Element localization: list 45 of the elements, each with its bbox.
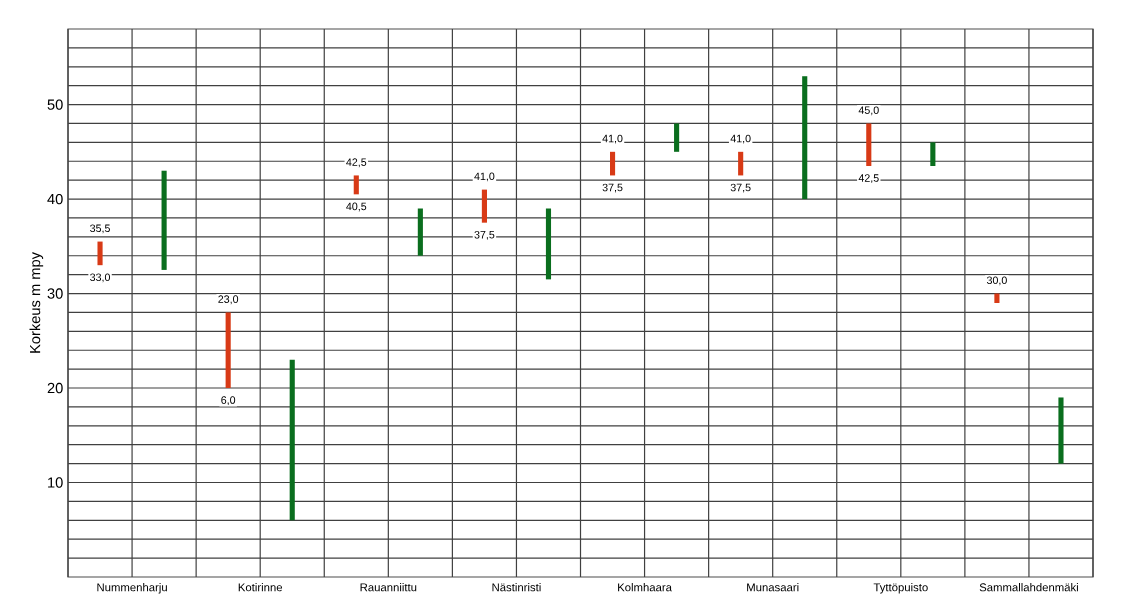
bar (161, 170, 167, 270)
annotation: 41,0 (474, 172, 495, 182)
annotation: 42,5 (858, 174, 879, 184)
x-tick-label: Nästinristi (492, 583, 541, 592)
bar (353, 175, 359, 195)
annotation: 33,0 (90, 273, 111, 283)
bar (289, 359, 295, 521)
x-tick-label: Kolmhaara (618, 583, 672, 592)
annotation: 30,0 (986, 276, 1007, 286)
bar (802, 76, 808, 200)
x-tick-label: Rauanniittu (360, 583, 417, 592)
bar (481, 189, 487, 223)
bar (609, 151, 616, 176)
bar (994, 293, 1000, 303)
annotation: 42,5 (346, 158, 367, 168)
x-tick-label: Nummenharju (97, 583, 167, 594)
y-tick-label: 30 (47, 288, 63, 299)
annotation: 40,5 (346, 202, 367, 212)
annotation: 41,0 (602, 134, 623, 144)
bar (97, 241, 103, 266)
bar (866, 123, 872, 166)
annotation: 37,5 (602, 183, 623, 193)
annotation: 6,0 (221, 396, 236, 406)
x-tick-label: Kotirinne (238, 583, 283, 592)
bar (545, 208, 552, 280)
annotation: 41,0 (730, 134, 751, 144)
x-tick-label: Tyttöpuisto (873, 583, 928, 594)
y-tick-label: 20 (47, 382, 63, 394)
bar (1058, 397, 1064, 464)
x-tick-label: Munasaari (747, 583, 799, 592)
y-tick-label: 40 (47, 193, 63, 205)
annotation: 37,5 (730, 183, 751, 193)
y-tick-label: 50 (47, 99, 63, 110)
y-tick-label: 10 (48, 477, 63, 488)
x-tick-label: Sammallahdenmäki (979, 583, 1078, 592)
y-axis-title: Korkeus m mpy (29, 252, 44, 353)
annotation: 45,0 (858, 106, 879, 116)
bar (930, 142, 936, 166)
bar (417, 208, 423, 256)
bar (674, 123, 680, 152)
bar (225, 312, 231, 389)
annotation: 23,0 (218, 295, 239, 305)
annotation: 35,5 (90, 224, 110, 234)
bar (738, 151, 744, 176)
annotation: 37,5 (474, 230, 495, 240)
